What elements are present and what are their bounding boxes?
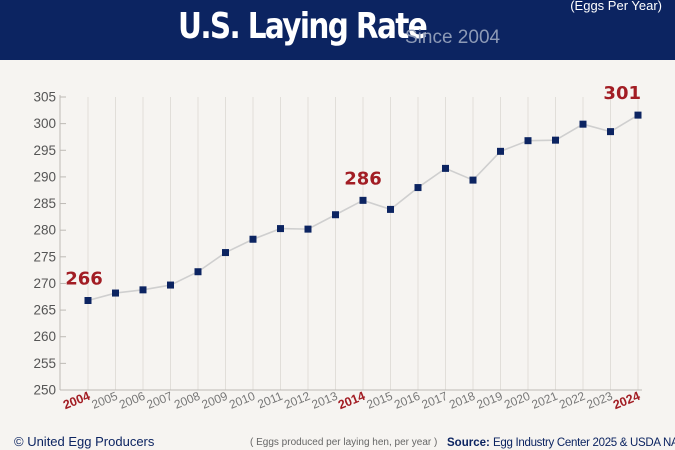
header-banner: U.S. Laying Rate Since 2004 (Eggs Per Ye… (0, 0, 675, 60)
x-tick-label-2012: 2012 (282, 389, 312, 412)
chart-title: U.S. Laying Rate (178, 6, 428, 47)
copyright-credit: © United Egg Producers (14, 434, 155, 449)
x-tick-label-2022: 2022 (557, 389, 587, 412)
y-tick-label-280: 280 (33, 223, 56, 238)
annotation-2004: 266 (65, 269, 103, 290)
x-tick-label-2014: 2014 (336, 389, 367, 412)
laying-rate-chart: 250 255 260 265 270 275 280 285 290 295 300 305 2004… (33, 83, 642, 412)
y-tick-label-305: 305 (33, 90, 56, 105)
chart-subtitle: Since 2004 (405, 27, 501, 48)
data-point-2024 (634, 111, 642, 119)
data-point-2018 (469, 176, 477, 184)
data-point-2017 (442, 164, 449, 172)
data-point-2008 (194, 268, 202, 276)
annotation-2024: 301 (603, 83, 641, 104)
y-tick-label-260: 260 (33, 329, 56, 344)
y-tick-label-270: 270 (33, 276, 56, 291)
footer-note: ( Eggs produced per laying hen, per year… (250, 437, 438, 448)
x-tick-label-2015: 2015 (365, 389, 395, 412)
y-tick-label-265: 265 (33, 303, 56, 318)
data-point-2015 (387, 205, 394, 213)
y-tick-label-290: 290 (33, 169, 56, 184)
y-tick-label-250: 250 (33, 383, 56, 398)
x-tick-label-2005: 2005 (90, 389, 120, 412)
data-point-2013 (332, 211, 339, 219)
y-tick-label-255: 255 (33, 356, 56, 371)
y-tick-label-295: 295 (33, 143, 56, 158)
x-tick-label-2019: 2019 (475, 389, 505, 412)
data-point-2011 (277, 225, 284, 233)
x-tick-label-2023: 2023 (585, 389, 615, 412)
data-point-2007 (167, 281, 174, 289)
data-point-2010 (249, 235, 257, 243)
data-point-2014 (359, 196, 367, 204)
data-point-2006 (139, 286, 147, 294)
data-point-2021 (552, 136, 559, 144)
data-point-2020 (524, 137, 532, 145)
x-tick-label-2013: 2013 (310, 389, 340, 412)
source-text: Egg Industry Center 2025 & USDA NASS (493, 437, 675, 449)
data-point-2012 (304, 225, 312, 233)
source-credit: Source: Egg Industry Center 2025 & USDA … (447, 437, 675, 449)
x-tick-label-2008: 2008 (172, 389, 202, 412)
x-tick-label-2009: 2009 (200, 389, 230, 412)
data-point-2005 (112, 289, 119, 297)
data-point-2016 (414, 184, 422, 192)
x-tick-label-2004: 2004 (61, 389, 92, 412)
x-tick-label-2010: 2010 (227, 389, 257, 412)
x-tick-label-2007: 2007 (145, 389, 175, 412)
x-tick-label-2021: 2021 (530, 389, 560, 412)
x-tick-label-2011: 2011 (255, 389, 284, 412)
y-tick-label-285: 285 (33, 196, 56, 211)
x-tick-label-2020: 2020 (502, 389, 532, 412)
annotation-2014: 286 (344, 168, 382, 189)
data-point-2009 (222, 249, 229, 257)
x-tick-label-2018: 2018 (447, 389, 477, 412)
source-label: Source: (447, 437, 490, 449)
unit-note: (Eggs Per Year) (570, 0, 662, 13)
x-tick-label-2017: 2017 (420, 389, 450, 412)
y-tick-label-300: 300 (33, 116, 56, 131)
data-point-2019 (497, 147, 504, 155)
data-point-2004 (84, 297, 92, 305)
x-tick-label-2006: 2006 (117, 389, 147, 412)
y-tick-label-275: 275 (33, 249, 56, 264)
data-point-2022 (579, 120, 587, 128)
data-point-2023 (607, 128, 614, 136)
x-tick-label-2016: 2016 (392, 389, 422, 412)
x-tick-label-2024: 2024 (611, 389, 642, 412)
